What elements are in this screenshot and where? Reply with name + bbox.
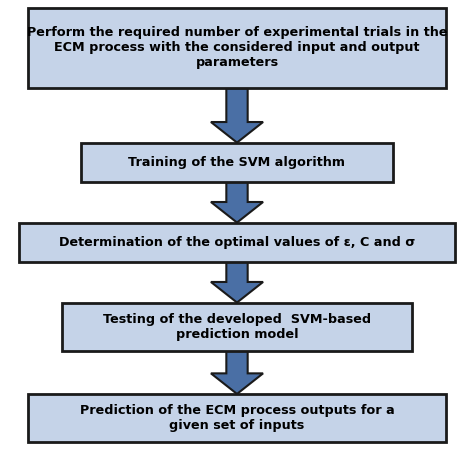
Text: Perform the required number of experimental trials in the
ECM process with the c: Perform the required number of experimen… — [27, 27, 447, 69]
FancyBboxPatch shape — [62, 303, 412, 351]
FancyBboxPatch shape — [81, 143, 393, 181]
Polygon shape — [211, 351, 263, 394]
FancyBboxPatch shape — [28, 8, 446, 88]
FancyBboxPatch shape — [19, 223, 455, 261]
Polygon shape — [211, 182, 263, 223]
FancyBboxPatch shape — [28, 394, 446, 442]
Polygon shape — [211, 262, 263, 303]
Text: Training of the SVM algorithm: Training of the SVM algorithm — [128, 156, 346, 169]
Text: Prediction of the ECM process outputs for a
given set of inputs: Prediction of the ECM process outputs fo… — [80, 404, 394, 432]
Text: Determination of the optimal values of ε, C and σ: Determination of the optimal values of ε… — [59, 236, 415, 249]
Polygon shape — [211, 88, 263, 143]
Text: Testing of the developed  SVM-based
prediction model: Testing of the developed SVM-based predi… — [103, 313, 371, 341]
